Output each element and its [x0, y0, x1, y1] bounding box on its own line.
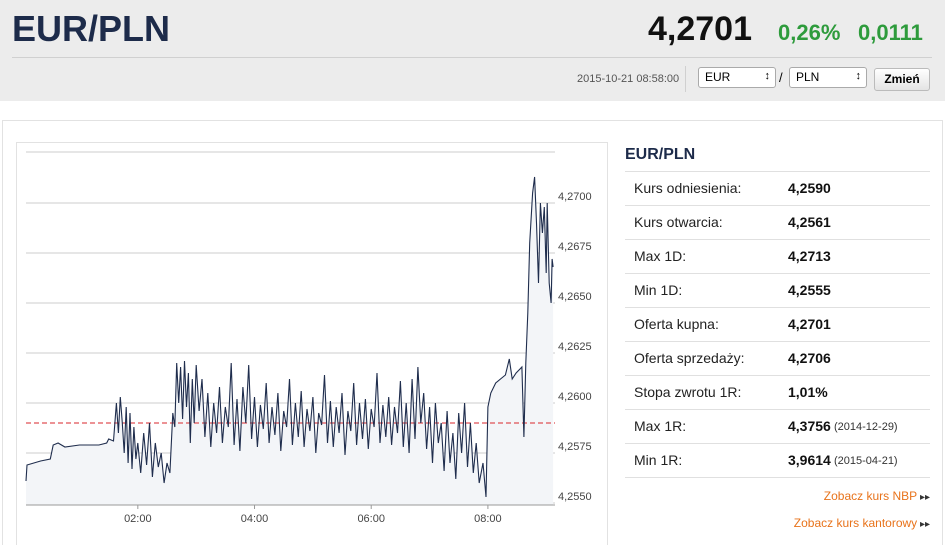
stat-label: Max 1D:	[634, 248, 687, 264]
quote-select[interactable]: PLN	[789, 67, 867, 88]
base-select[interactable]: EUR	[698, 67, 776, 88]
stat-value: 4,2713	[788, 248, 831, 264]
stat-value: 4,2555	[788, 282, 831, 298]
stat-label: Oferta sprzedaży:	[634, 350, 745, 366]
divider	[685, 66, 686, 92]
chart: 4,2550 4,2575 4,2600 4,2625 4,2650 4,2675 4,27…	[25, 151, 592, 525]
row-bg	[625, 376, 930, 409]
chart-box	[16, 142, 608, 545]
stat-value: 1,01%	[788, 384, 828, 400]
stat-value: 4,2561	[788, 214, 831, 230]
y-tick-label: 4,2600	[558, 391, 592, 403]
x-tick-label: 06:00	[357, 513, 385, 525]
x-tick-label: 08:00	[474, 513, 502, 525]
stat-label: Oferta kupna:	[634, 316, 719, 332]
row-divider	[625, 443, 930, 444]
divider	[12, 57, 932, 58]
y-tick-label: 4,2700	[558, 191, 592, 203]
change-abs: 0,0111	[858, 20, 923, 45]
change-pct: 0,26%	[778, 20, 841, 45]
row-divider	[625, 205, 930, 206]
link[interactable]: Zobacz kurs NBP	[824, 489, 930, 503]
stat-value: 4,2706	[788, 350, 831, 366]
row-bg	[625, 240, 930, 273]
panel	[2, 120, 943, 545]
y-tick-label: 4,2625	[558, 341, 592, 353]
stat-value: 3,9614	[788, 452, 831, 468]
stat-value: 4,3756	[788, 418, 831, 434]
row-divider	[625, 341, 930, 342]
timestamp: 2015-10-21 08:58:00	[577, 73, 680, 85]
price: 4,2701	[648, 10, 752, 48]
area	[26, 177, 554, 505]
row-divider	[625, 375, 930, 376]
y-tick-label: 4,2675	[558, 241, 592, 253]
link[interactable]: Zobacz kurs kantorowy	[794, 516, 930, 530]
stat-label: Kurs odniesienia:	[634, 180, 742, 196]
y-tick-label: 4,2550	[558, 491, 592, 503]
separator: /	[779, 70, 783, 85]
row-bg	[625, 308, 930, 341]
row-divider	[625, 409, 930, 410]
row-divider	[625, 477, 930, 478]
x-tick-label: 02:00	[124, 513, 152, 525]
y-tick-label: 4,2575	[558, 441, 592, 453]
stat-value: 4,2590	[788, 180, 831, 196]
stat-label: Kurs otwarcia:	[634, 214, 723, 230]
change-button[interactable]: Zmień	[874, 68, 930, 91]
stat-label: Max 1R:	[634, 418, 687, 434]
stat-date: (2015-04-21)	[834, 455, 898, 467]
price-line	[25, 176, 554, 498]
row-bg	[625, 172, 930, 205]
row-divider	[625, 239, 930, 240]
y-tick-label: 4,2650	[558, 291, 592, 303]
row-bg	[625, 444, 930, 477]
row-divider	[625, 171, 930, 172]
stat-value: 4,2701	[788, 316, 831, 332]
pair-title: EUR/PLN	[12, 8, 171, 49]
row-divider	[625, 307, 930, 308]
header	[0, 0, 945, 101]
stat-label: Min 1R:	[634, 452, 683, 468]
stat-label: Stopa zwrotu 1R:	[634, 384, 742, 400]
stat-label: Min 1D:	[634, 282, 683, 298]
stats-title: EUR/PLN	[625, 146, 696, 163]
stat-date: (2014-12-29)	[834, 421, 898, 433]
x-tick-label: 04:00	[241, 513, 269, 525]
row-divider	[625, 273, 930, 274]
